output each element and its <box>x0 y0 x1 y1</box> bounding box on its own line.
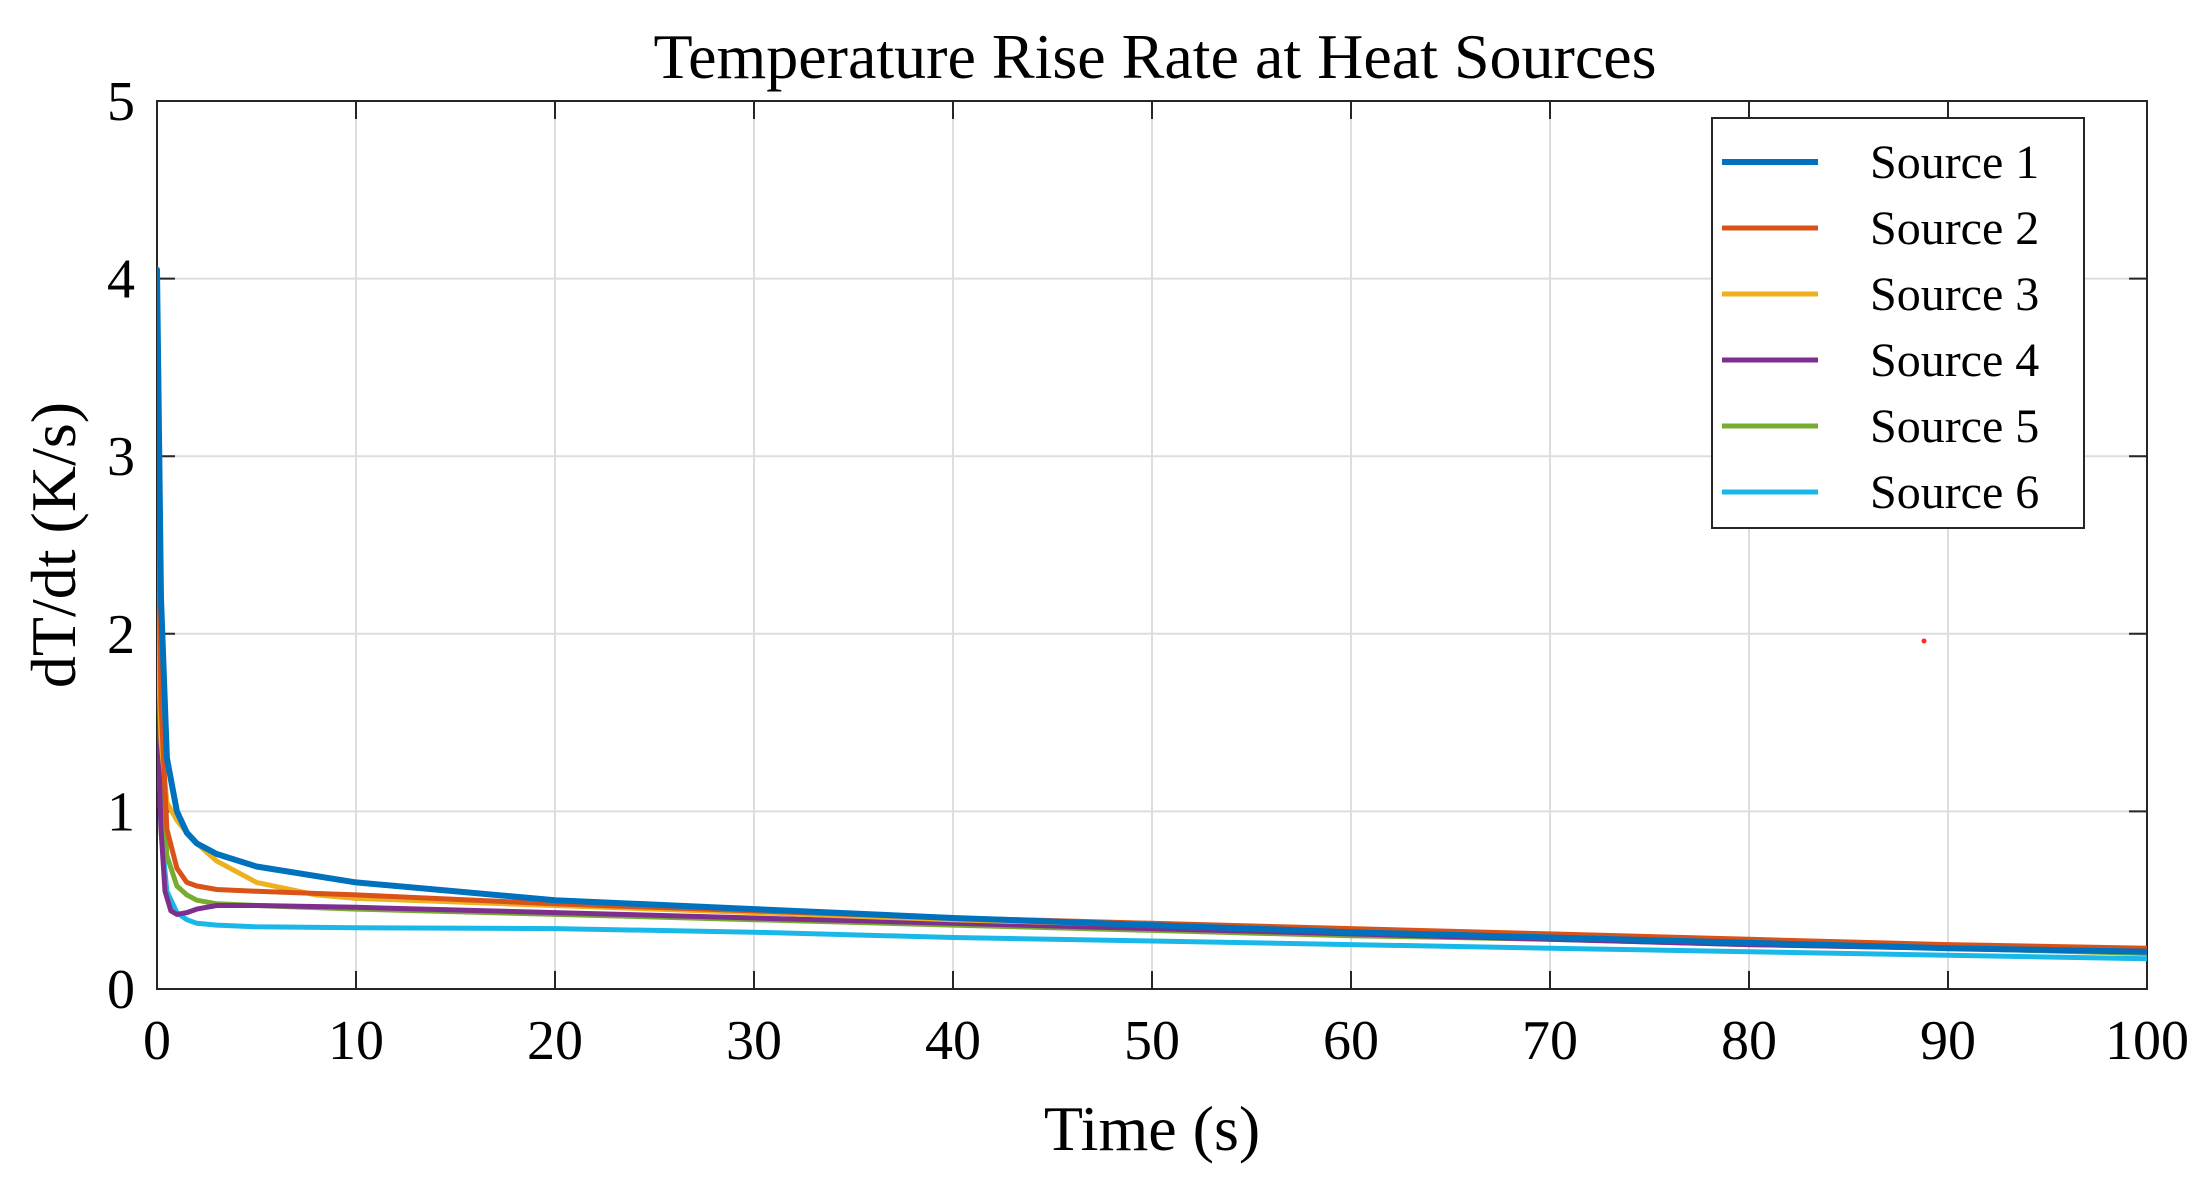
y-tick-label: 5 <box>107 71 135 133</box>
legend-label-source-4: Source 4 <box>1870 334 2039 387</box>
x-tick-label: 40 <box>925 1010 981 1072</box>
y-axis-label: dT/dt (K/s) <box>18 402 89 688</box>
legend-label-source-1: Source 1 <box>1870 136 2039 189</box>
x-axis-label: Time (s) <box>1044 1093 1260 1164</box>
x-tick-label: 30 <box>726 1010 782 1072</box>
y-tick-label: 0 <box>107 959 135 1021</box>
y-tick-label: 1 <box>107 781 135 843</box>
x-tick-label: 70 <box>1522 1010 1578 1072</box>
legend-label-source-5: Source 5 <box>1870 400 2039 453</box>
legend: Source 1 Source 2 Source 3 Source 4 Source 5… <box>1711 117 2085 529</box>
series-line-source-2 <box>157 418 2147 951</box>
axis-ticks: 0 10 20 30 40 50 60 70 80 90 100 0 1 2 3 4 5 <box>107 71 2189 1072</box>
legend-label-source-2: Source 2 <box>1870 202 2039 255</box>
legend-label-source-6: Source 6 <box>1870 466 2039 519</box>
x-tick-label: 10 <box>328 1010 384 1072</box>
series-line-source-6 <box>157 693 2147 962</box>
y-tick-label: 3 <box>107 426 135 488</box>
x-tick-label: 100 <box>2105 1010 2189 1072</box>
y-tick-label: 4 <box>107 249 135 311</box>
x-tick-label: 0 <box>143 1010 171 1072</box>
y-tick-label: 2 <box>107 604 135 666</box>
x-tick-label: 90 <box>1920 1010 1976 1072</box>
x-tick-label: 60 <box>1323 1010 1379 1072</box>
x-tick-label: 80 <box>1721 1010 1777 1072</box>
chart-title: Temperature Rise Rate at Heat Sources <box>653 21 1656 92</box>
x-tick-label: 50 <box>1124 1010 1180 1072</box>
legend-label-source-3: Source 3 <box>1870 268 2039 321</box>
legend-box <box>1711 117 2085 529</box>
series-lines <box>157 266 2147 962</box>
x-tick-label: 20 <box>527 1010 583 1072</box>
series-line-source-1 <box>157 266 2147 955</box>
legend-items: Source 1 Source 2 Source 3 Source 4 Source 5… <box>1722 136 2039 519</box>
stray-marker-dot <box>1921 638 1927 644</box>
